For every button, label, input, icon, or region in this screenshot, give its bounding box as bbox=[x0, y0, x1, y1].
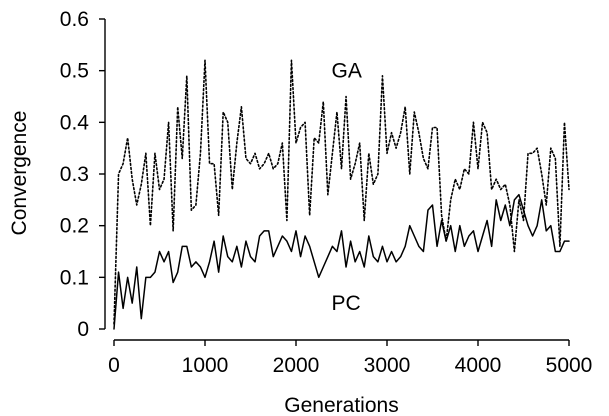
pc-series-line bbox=[113, 193, 570, 330]
plot-area: 0 0.1 0.2 0.3 0.4 0.5 0.6 0 1000 2000 3000 4000 500… bbox=[60, 8, 593, 377]
y-axis-ticks: 0 0.1 0.2 0.3 0.4 0.5 0.6 bbox=[60, 8, 105, 341]
y-tick-label: 0.6 bbox=[60, 8, 89, 31]
y-tick-label: 0.4 bbox=[60, 111, 90, 134]
y-axis-title: Convergence bbox=[8, 111, 31, 236]
y-tick-label: 0.3 bbox=[60, 163, 89, 186]
annotation-layer: GA PC bbox=[332, 60, 362, 315]
y-tick-label: 0.2 bbox=[60, 215, 89, 238]
x-tick-label: 3000 bbox=[364, 354, 411, 377]
x-axis-ticks: 0 1000 2000 3000 4000 5000 bbox=[108, 340, 592, 377]
x-tick-label: 2000 bbox=[273, 354, 320, 377]
y-tick-label: 0 bbox=[77, 318, 89, 341]
y-tick-label: 0.5 bbox=[60, 60, 89, 83]
x-tick-label: 4000 bbox=[455, 354, 502, 377]
x-tick-label: 0 bbox=[108, 354, 120, 377]
x-axis-title: Generations bbox=[284, 394, 398, 416]
x-tick-label: 5000 bbox=[546, 354, 593, 377]
series-label-ga: GA bbox=[332, 60, 362, 83]
series-layer bbox=[113, 59, 570, 330]
ga-series-line bbox=[113, 59, 570, 325]
series-label-pc: PC bbox=[332, 292, 361, 315]
y-tick-label: 0.1 bbox=[60, 266, 89, 289]
x-tick-label: 1000 bbox=[182, 354, 229, 377]
